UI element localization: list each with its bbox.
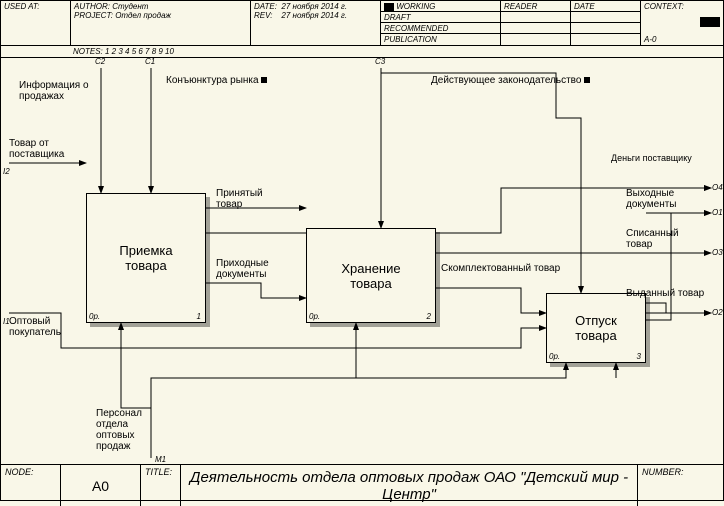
header-row: USED AT: AUTHOR: Студент PROJECT: Отдел … [1,1,723,46]
header-date2: DATE [571,1,641,45]
label-o3: O3 [712,247,723,258]
label-prinyatyy: Принятый товар [216,188,286,210]
footer-title: Деятельность отдела оптовых продаж ОАО "… [181,465,638,506]
diagram-canvas: Приемкатовара0р.1 Хранениетовара0р.2 Отпус… [1,58,723,464]
label-personal: Персонал отдела оптовых продаж [96,408,156,452]
label-o2: O2 [712,307,723,318]
label-prihodnye: Приходные документы [216,258,286,280]
header-author-project: AUTHOR: Студент PROJECT: Отдел продаж [71,1,251,45]
activity-box-1: Приемкатовара0р.1 [86,193,206,323]
label-konyunktura: Конъюнктура рынка [166,75,267,86]
header-context: CONTEXT: A-0 [641,1,723,45]
header-dates: DATE: 27 ноября 2014 г. REV: 27 ноября 2… [251,1,381,45]
footer-row: NODE: A0 TITLE: Деятельность отдела опто… [1,464,723,506]
header-notes: NOTES: 1 2 3 4 5 6 7 8 9 10 [1,46,723,58]
label-vyhodnye: Выходные документы [626,188,706,210]
label-c1: C1 [145,56,155,67]
label-o4: O4 [712,182,723,193]
activity-box-2: Хранениетовара0р.2 [306,228,436,323]
label-tovar-post: Товар от поставщика [9,138,79,160]
footer-number-label: NUMBER: [638,465,723,506]
footer-node-label: NODE: [1,465,61,506]
label-spisannyy: Списанный товар [626,228,706,250]
footer-title-label: TITLE: [141,465,181,506]
label-o1: O1 [712,207,723,218]
header-usedat: USED AT: [1,1,71,45]
idef0-diagram-page: USED AT: AUTHOR: Студент PROJECT: Отдел … [0,0,724,501]
header-reader: READER [501,1,571,45]
header-status: WORKING DRAFT RECOMMENDED PUBLICATION [381,1,501,45]
label-vydannyy: Выданный товар [626,288,706,299]
label-i2: I2 [3,166,10,177]
label-dengi: Деньги поставщику [611,153,711,164]
label-skomp: Скомплектованный товар [441,263,561,274]
label-info-prodazh: Информация о продажах [19,80,99,102]
label-c2: C2 [95,56,105,67]
label-zakon: Действующее законодательство [431,75,590,86]
label-opt-pokup: Оптовый покупатель [9,316,79,338]
label-m1: M1 [155,454,166,465]
activity-box-3: Отпусктовара0р.3 [546,293,646,363]
label-c3: C3 [375,56,385,67]
footer-node: A0 [61,465,141,506]
